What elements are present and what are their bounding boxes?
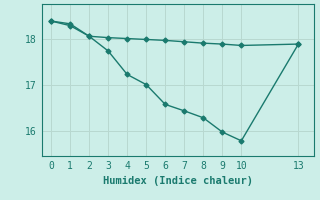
X-axis label: Humidex (Indice chaleur): Humidex (Indice chaleur) <box>103 176 252 186</box>
